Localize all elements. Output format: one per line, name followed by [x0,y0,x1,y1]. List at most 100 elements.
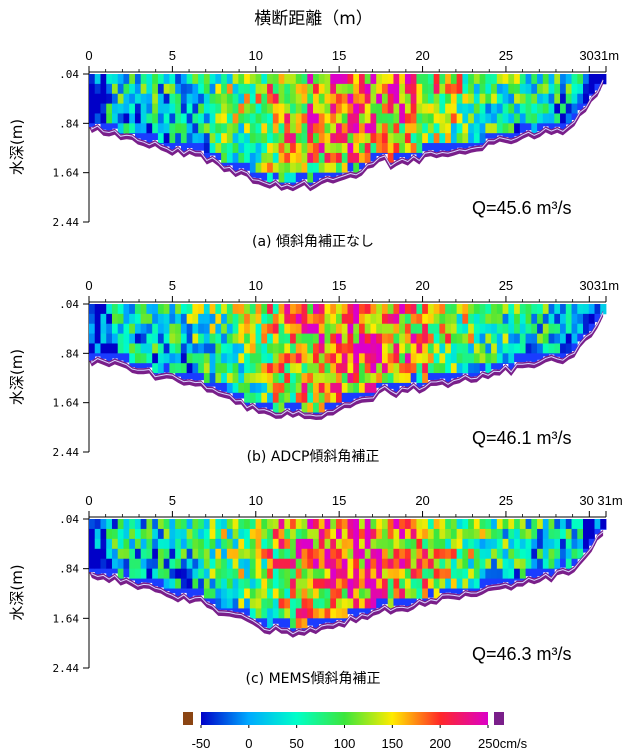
near-bed-band [411,153,417,155]
heatmap-cell [531,539,537,549]
heatmap-cell [382,353,388,363]
colorbar-gradient [201,712,488,725]
heatmap-cell [434,314,440,324]
heatmap-cell [100,324,106,334]
heatmap-cell [405,519,411,529]
heatmap-cell [370,113,376,123]
heatmap-cell [273,403,279,413]
heatmap-cell [158,529,164,539]
heatmap-cell [359,539,365,549]
heatmap-cell [457,363,463,373]
heatmap-cell [388,113,394,123]
heatmap-cell [204,143,210,153]
heatmap-cell [256,304,262,314]
heatmap-cell [158,559,164,569]
heatmap-cell [238,529,244,539]
heatmap-cell [514,324,520,334]
heatmap-cell [106,104,112,114]
colorbar-tick-label: 250cm/s [478,736,528,751]
heatmap-cell [279,373,285,383]
heatmap-cell [221,519,227,529]
heatmap-cell [342,104,348,114]
heatmap-cell [302,363,308,373]
heatmap-cell [89,334,95,344]
heatmap-cell [554,549,560,559]
heatmap-cell [284,123,290,133]
heatmap-cell [244,84,250,94]
heatmap-cell [422,74,428,84]
heatmap-cell [543,529,549,539]
heatmap-cell [480,559,486,569]
heatmap-cell [256,324,262,334]
heatmap-cell [474,133,480,143]
heatmap-cell [233,304,239,314]
heatmap-cell [353,133,359,143]
heatmap-cell [284,334,290,344]
x-tick-label: 15 [332,278,346,293]
heatmap-cell [382,363,388,373]
heatmap-cell [325,559,331,569]
heatmap-cell [325,334,331,344]
heatmap-cell [256,133,262,143]
heatmap-cell [284,539,290,549]
heatmap-cell [284,173,290,183]
heatmap-cell [336,569,342,579]
heatmap-cell [175,304,181,314]
heatmap-cell [129,519,135,529]
near-bed-band [549,353,555,354]
heatmap-cell [451,559,457,569]
heatmap-cell [589,529,595,539]
heatmap-cell [164,324,170,334]
heatmap-cell [118,304,124,314]
heatmap-cell [146,113,152,123]
heatmap-cell [537,549,543,559]
heatmap-cell [244,94,250,104]
heatmap-cell [336,598,342,608]
heatmap-cell [319,133,325,143]
heatmap-cell [572,334,578,344]
heatmap-cell [434,104,440,114]
heatmap-cell [451,94,457,104]
heatmap-cell [290,383,296,393]
heatmap-cell [405,334,411,344]
heatmap-cell [572,549,578,559]
heatmap-cell [411,519,417,529]
near-bed-band [353,393,359,399]
heatmap-cell [543,104,549,114]
near-bed-band [141,363,147,368]
heatmap-cell [296,539,302,549]
heatmap-cell [382,373,388,383]
heatmap-cell [520,304,526,314]
heatmap-cell [411,539,417,549]
heatmap-cell [376,539,382,549]
heatmap-cell [296,94,302,104]
heatmap-cell [244,153,250,163]
heatmap-cell [514,519,520,529]
heatmap-cell [95,529,101,539]
heatmap-cell [261,608,267,618]
heatmap-cell [244,123,250,133]
heatmap-cell [187,94,193,104]
x-tick-label: 3031m [579,278,619,293]
heatmap-cell [290,163,296,173]
heatmap-cell [428,104,434,114]
heatmap-cell [135,334,141,344]
near-bed-band [227,163,233,166]
heatmap-cell [227,383,233,393]
heatmap-cell [233,373,239,383]
heatmap-cell [89,304,95,314]
heatmap-cell [474,529,480,539]
heatmap-cell [474,94,480,104]
heatmap-cell [526,343,532,353]
heatmap-cell [158,74,164,84]
heatmap-cell [267,569,273,579]
heatmap-cell [382,529,388,539]
heatmap-cell [233,143,239,153]
heatmap-cell [95,539,101,549]
heatmap-cell [462,304,468,314]
heatmap-cell [273,373,279,383]
heatmap-cell [462,104,468,114]
heatmap-cell [164,559,170,569]
heatmap-cell [508,559,514,569]
heatmap-cell [221,343,227,353]
